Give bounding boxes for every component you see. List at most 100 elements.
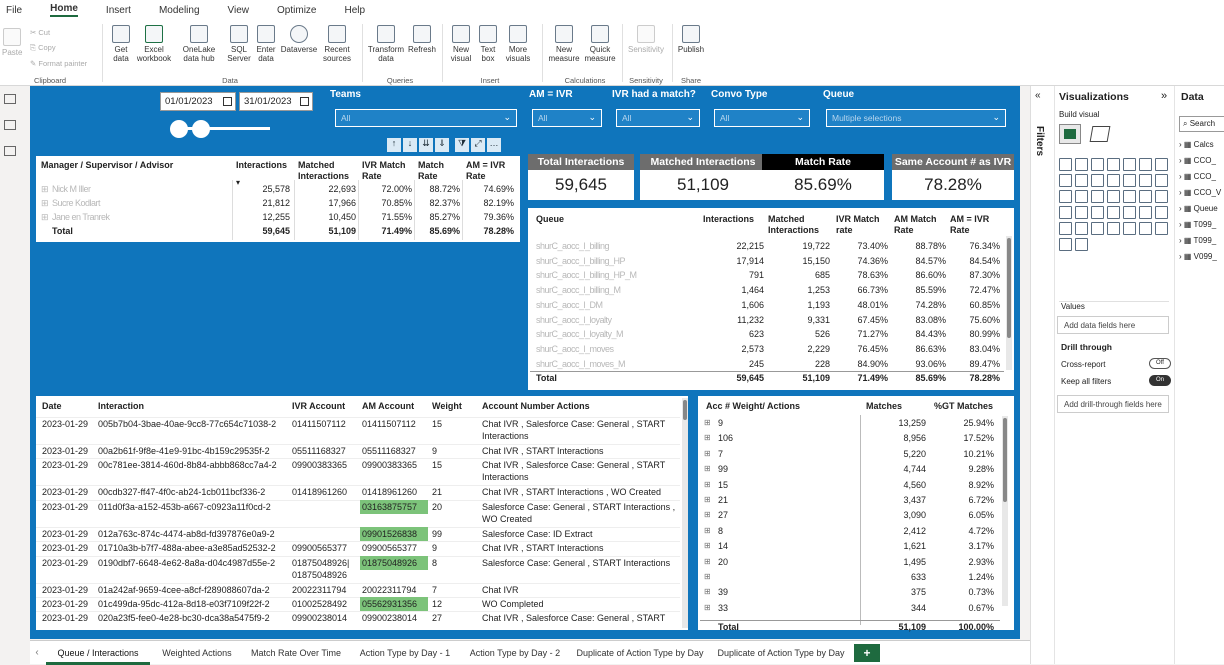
queue-dropdown[interactable]: Multiple selections ⌄ [826, 109, 1006, 127]
date-range-slider[interactable] [170, 118, 270, 140]
data-table-item[interactable]: › ▦ CCO_V [1179, 188, 1221, 197]
data-table-item[interactable]: › ▦ T099_ [1179, 220, 1216, 229]
date-to-field[interactable]: 31/01/2023 [239, 92, 313, 111]
expand-icon[interactable]: ⊞ [704, 418, 711, 427]
quick-measure-button[interactable]: Quick measure [582, 25, 618, 63]
key-influencers-visual-icon[interactable] [1075, 222, 1088, 235]
copy-button[interactable]: ⎘ Copy [30, 43, 56, 52]
add-drill-fields-well[interactable]: Add drill-through fields here [1057, 395, 1169, 413]
more-options-icon[interactable]: … [487, 138, 501, 152]
vertical-scrollbar[interactable] [1006, 236, 1012, 370]
menu-home[interactable]: Home [50, 3, 78, 17]
chevrons-left-icon[interactable]: « [1035, 90, 1041, 101]
power-automate-visual-icon[interactable] [1059, 238, 1072, 251]
cut-button[interactable]: ✂ Cut [30, 28, 51, 37]
python-visual-visual-icon[interactable] [1059, 222, 1072, 235]
clustered-bar-visual-icon[interactable] [1091, 158, 1104, 171]
col-header-matches[interactable]: Matches [866, 401, 903, 411]
filters-pane-collapsed[interactable]: « Filters [1030, 86, 1054, 664]
new-visual-button[interactable]: New visual [447, 25, 475, 63]
expand-icon[interactable]: ⊞ [704, 572, 711, 581]
treemap-visual-icon[interactable] [1091, 190, 1104, 203]
dataverse-button[interactable]: Dataverse [280, 25, 318, 54]
add-data-fields-well[interactable]: Add data fields here [1057, 316, 1169, 334]
tab-action-type-day-1[interactable]: Action Type by Day - 1 [359, 648, 451, 658]
tab-duplicate-1[interactable]: Duplicate of Action Type by Day [576, 648, 704, 658]
publish-button[interactable]: Publish [676, 25, 706, 54]
data-search-input[interactable]: ⌕ Search [1179, 116, 1224, 132]
filter-icon[interactable]: ⧩ [455, 138, 469, 152]
col-header-actions[interactable]: Account Number Actions [482, 401, 590, 411]
stacked-area-visual-icon[interactable] [1075, 174, 1088, 187]
paste-button[interactable]: Paste [2, 28, 22, 57]
col-header-am-ivr[interactable]: AM = IVR Rate [950, 214, 990, 235]
calendar-icon[interactable] [300, 97, 309, 106]
slicer-visual-icon[interactable] [1107, 206, 1120, 219]
col-header-date[interactable]: Date [42, 401, 62, 411]
scatter-visual-icon[interactable] [1155, 174, 1168, 187]
col-header-am-ivr[interactable]: AM = IVR Rate [466, 160, 506, 181]
expand-icon[interactable]: ⊞ [704, 510, 711, 520]
table-view-icon[interactable] [4, 120, 16, 130]
expand-icon[interactable]: ⊞ [704, 556, 711, 566]
expand-icon[interactable]: ⊞ [704, 587, 711, 597]
map-visual-icon[interactable] [1107, 190, 1120, 203]
col-header-ivr-match[interactable]: IVR Match Rate [362, 160, 406, 181]
drill-up-icon[interactable]: ↑ [387, 138, 401, 152]
excel-button[interactable]: Excel workbook [136, 25, 172, 63]
format-painter-button[interactable]: ✎ Format painter [30, 59, 88, 68]
col-header-matched[interactable]: Matched Interactions [298, 160, 350, 181]
menu-file[interactable]: File [6, 4, 23, 16]
power-apps-visual-icon[interactable] [1155, 222, 1168, 235]
tab-weighted-actions[interactable]: Weighted Actions [162, 648, 232, 658]
menu-modeling[interactable]: Modeling [158, 4, 200, 16]
tab-queue-interactions[interactable]: Queue / Interactions [46, 641, 150, 665]
date-from-field[interactable]: 01/01/2023 [160, 92, 236, 111]
multi-row-card-visual-icon[interactable] [1075, 206, 1088, 219]
report-view-icon[interactable] [4, 94, 16, 104]
tab-scroll-left-icon[interactable]: ‹ [35, 647, 39, 658]
col-header-interactions[interactable]: Interactions [703, 214, 755, 224]
funnel-visual-icon[interactable] [1139, 174, 1152, 187]
col-header-weight[interactable]: Weight [432, 401, 462, 411]
sql-server-button[interactable]: SQL Server [226, 25, 252, 63]
expand-all-icon[interactable]: ⇓ [435, 138, 449, 152]
refresh-button[interactable]: Refresh [407, 25, 437, 54]
col-header-gt-matches[interactable]: %GT Matches [934, 401, 994, 411]
drill-down-icon[interactable]: ↓ [403, 138, 417, 152]
data-table-item[interactable]: › ▦ V099_ [1179, 252, 1217, 261]
row-label-expand[interactable]: ⊞ [41, 184, 49, 194]
cross-report-toggle[interactable]: Off [1149, 358, 1171, 369]
tab-duplicate-2[interactable]: Duplicate of Action Type by Day [717, 648, 845, 658]
data-table-item[interactable]: › ▦ Calcs [1179, 140, 1214, 149]
expand-icon[interactable]: ⊞ [704, 479, 711, 489]
model-view-icon[interactable] [4, 146, 16, 156]
expand-icon[interactable]: ⊞ [704, 433, 711, 443]
data-table-item[interactable]: › ▦ CCO_ [1179, 156, 1216, 165]
ivr-match-dropdown[interactable]: All ⌄ [616, 109, 700, 127]
sort-down-icon[interactable]: ▾ [236, 178, 241, 187]
col-header-match-rate[interactable]: Match Rate [418, 160, 445, 181]
format-visual-icon[interactable] [1089, 126, 1111, 142]
pie-visual-icon[interactable] [1059, 190, 1072, 203]
expand-icon[interactable]: ⊞ [704, 464, 711, 474]
calendar-icon[interactable] [223, 97, 232, 106]
area-visual-icon[interactable] [1059, 174, 1072, 187]
expand-icon[interactable]: ⊞ [704, 448, 711, 458]
menu-help[interactable]: Help [344, 4, 366, 16]
keep-filters-toggle[interactable]: On [1149, 375, 1171, 386]
line-visual-icon[interactable] [1155, 158, 1168, 171]
tab-action-type-day-2[interactable]: Action Type by Day - 2 [469, 648, 561, 658]
expand-down-icon[interactable]: ⇊ [419, 138, 433, 152]
paginated-visual-icon[interactable] [1139, 222, 1152, 235]
convo-type-dropdown[interactable]: All ⌄ [714, 109, 810, 127]
expand-icon[interactable]: ⊞ [704, 525, 711, 535]
matrix-visual-icon[interactable] [1139, 206, 1152, 219]
build-visual-tab[interactable] [1059, 124, 1081, 144]
gauge-visual-icon[interactable] [1155, 190, 1168, 203]
clustered-column-visual-icon[interactable] [1107, 158, 1120, 171]
col-header-ivr-account[interactable]: IVR Account [292, 401, 346, 411]
onelake-button[interactable]: OneLake data hub [174, 25, 224, 63]
qa-visual-icon[interactable] [1107, 222, 1120, 235]
table-visual-icon[interactable] [1123, 206, 1136, 219]
